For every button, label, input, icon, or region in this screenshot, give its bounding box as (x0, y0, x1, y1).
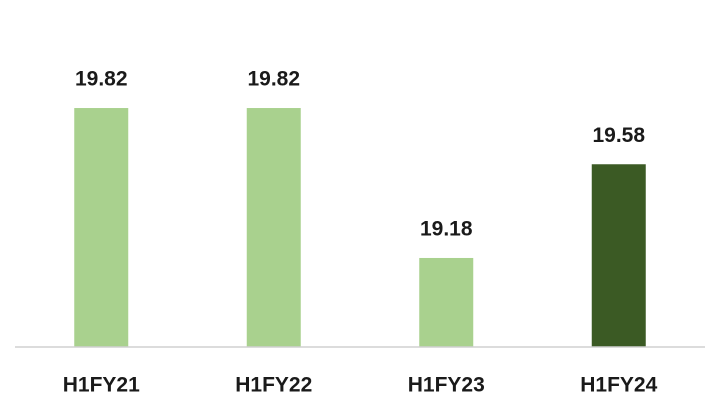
bar (246, 108, 301, 348)
x-tick-label: H1FY23 (408, 374, 485, 397)
bar (419, 257, 474, 347)
value-label: 19.58 (592, 124, 645, 147)
value-label: 19.82 (247, 68, 300, 91)
x-tick-label: H1FY22 (235, 374, 312, 397)
x-tick-label: H1FY21 (63, 374, 140, 397)
bar (74, 108, 129, 348)
value-label: 19.82 (75, 68, 128, 91)
x-tick-label: H1FY24 (580, 374, 657, 397)
value-label: 19.18 (420, 218, 473, 241)
bar (591, 164, 646, 347)
